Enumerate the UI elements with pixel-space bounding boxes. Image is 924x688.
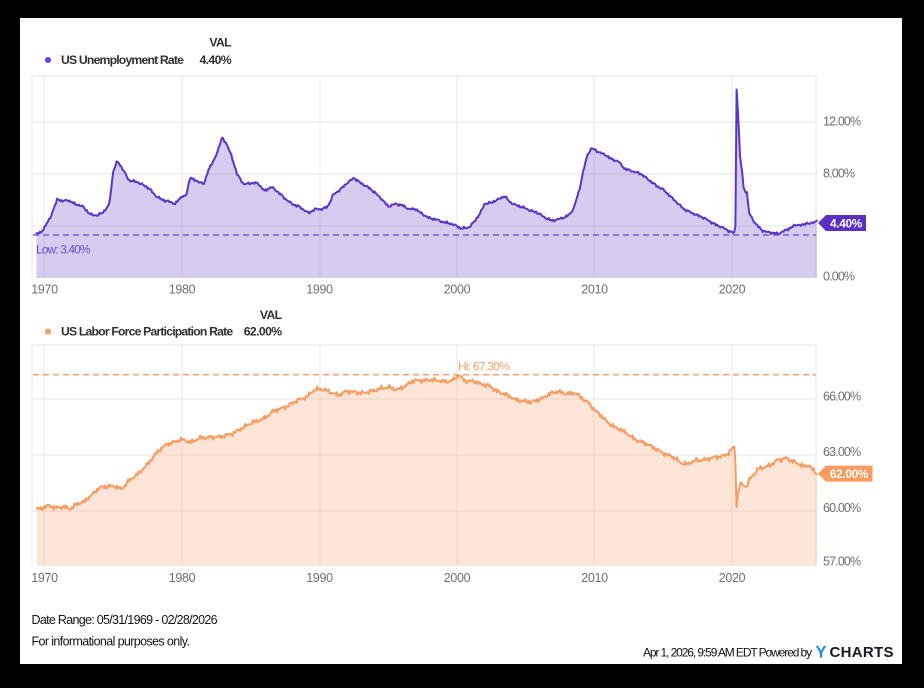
svg-text:Low: 3.40%: Low: 3.40% [36, 243, 91, 257]
svg-text:2020: 2020 [719, 283, 746, 297]
svg-text:60.00%: 60.00% [823, 501, 861, 515]
svg-text:1970: 1970 [31, 571, 58, 585]
svg-text:66.00%: 66.00% [823, 390, 861, 404]
svg-text:US Unemployment Rate: US Unemployment Rate [61, 53, 184, 67]
svg-text:12.00%: 12.00% [823, 115, 861, 129]
svg-text:57.00%: 57.00% [823, 555, 861, 569]
svg-text:Y: Y [816, 644, 827, 662]
svg-text:0.00%: 0.00% [823, 270, 855, 284]
svg-text:Date Range: 05/31/1969 - 02/28: Date Range: 05/31/1969 - 02/28/2026 [32, 613, 218, 627]
svg-text:1980: 1980 [169, 283, 196, 297]
svg-text:63.00%: 63.00% [823, 445, 861, 459]
svg-text:8.00%: 8.00% [823, 167, 855, 181]
svg-text:2010: 2010 [581, 283, 608, 297]
svg-text:4.40%: 4.40% [199, 53, 231, 67]
svg-text:VAL: VAL [209, 36, 232, 50]
svg-text:1980: 1980 [169, 571, 196, 585]
svg-text:For informational purposes onl: For informational purposes only. [32, 635, 190, 649]
svg-text:CHARTS: CHARTS [830, 644, 894, 661]
svg-text:1970: 1970 [31, 283, 58, 297]
svg-text:2020: 2020 [719, 571, 746, 585]
svg-text:62.00%: 62.00% [244, 325, 282, 339]
svg-text:2000: 2000 [444, 283, 471, 297]
svg-text:VAL: VAL [260, 308, 283, 322]
svg-text:4.40%: 4.40% [830, 217, 863, 231]
svg-text:2010: 2010 [581, 571, 608, 585]
svg-text:US Labor Force Participation R: US Labor Force Participation Rate [61, 325, 233, 339]
svg-text:62.00%: 62.00% [830, 467, 869, 481]
svg-text:2000: 2000 [444, 571, 471, 585]
svg-text:Apr 1, 2026, 9:59 AM EDT Power: Apr 1, 2026, 9:59 AM EDT Powered by [643, 646, 812, 660]
svg-text:1990: 1990 [306, 571, 333, 585]
svg-text:Hi: 67.30%: Hi: 67.30% [458, 360, 510, 374]
svg-text:1990: 1990 [306, 283, 333, 297]
